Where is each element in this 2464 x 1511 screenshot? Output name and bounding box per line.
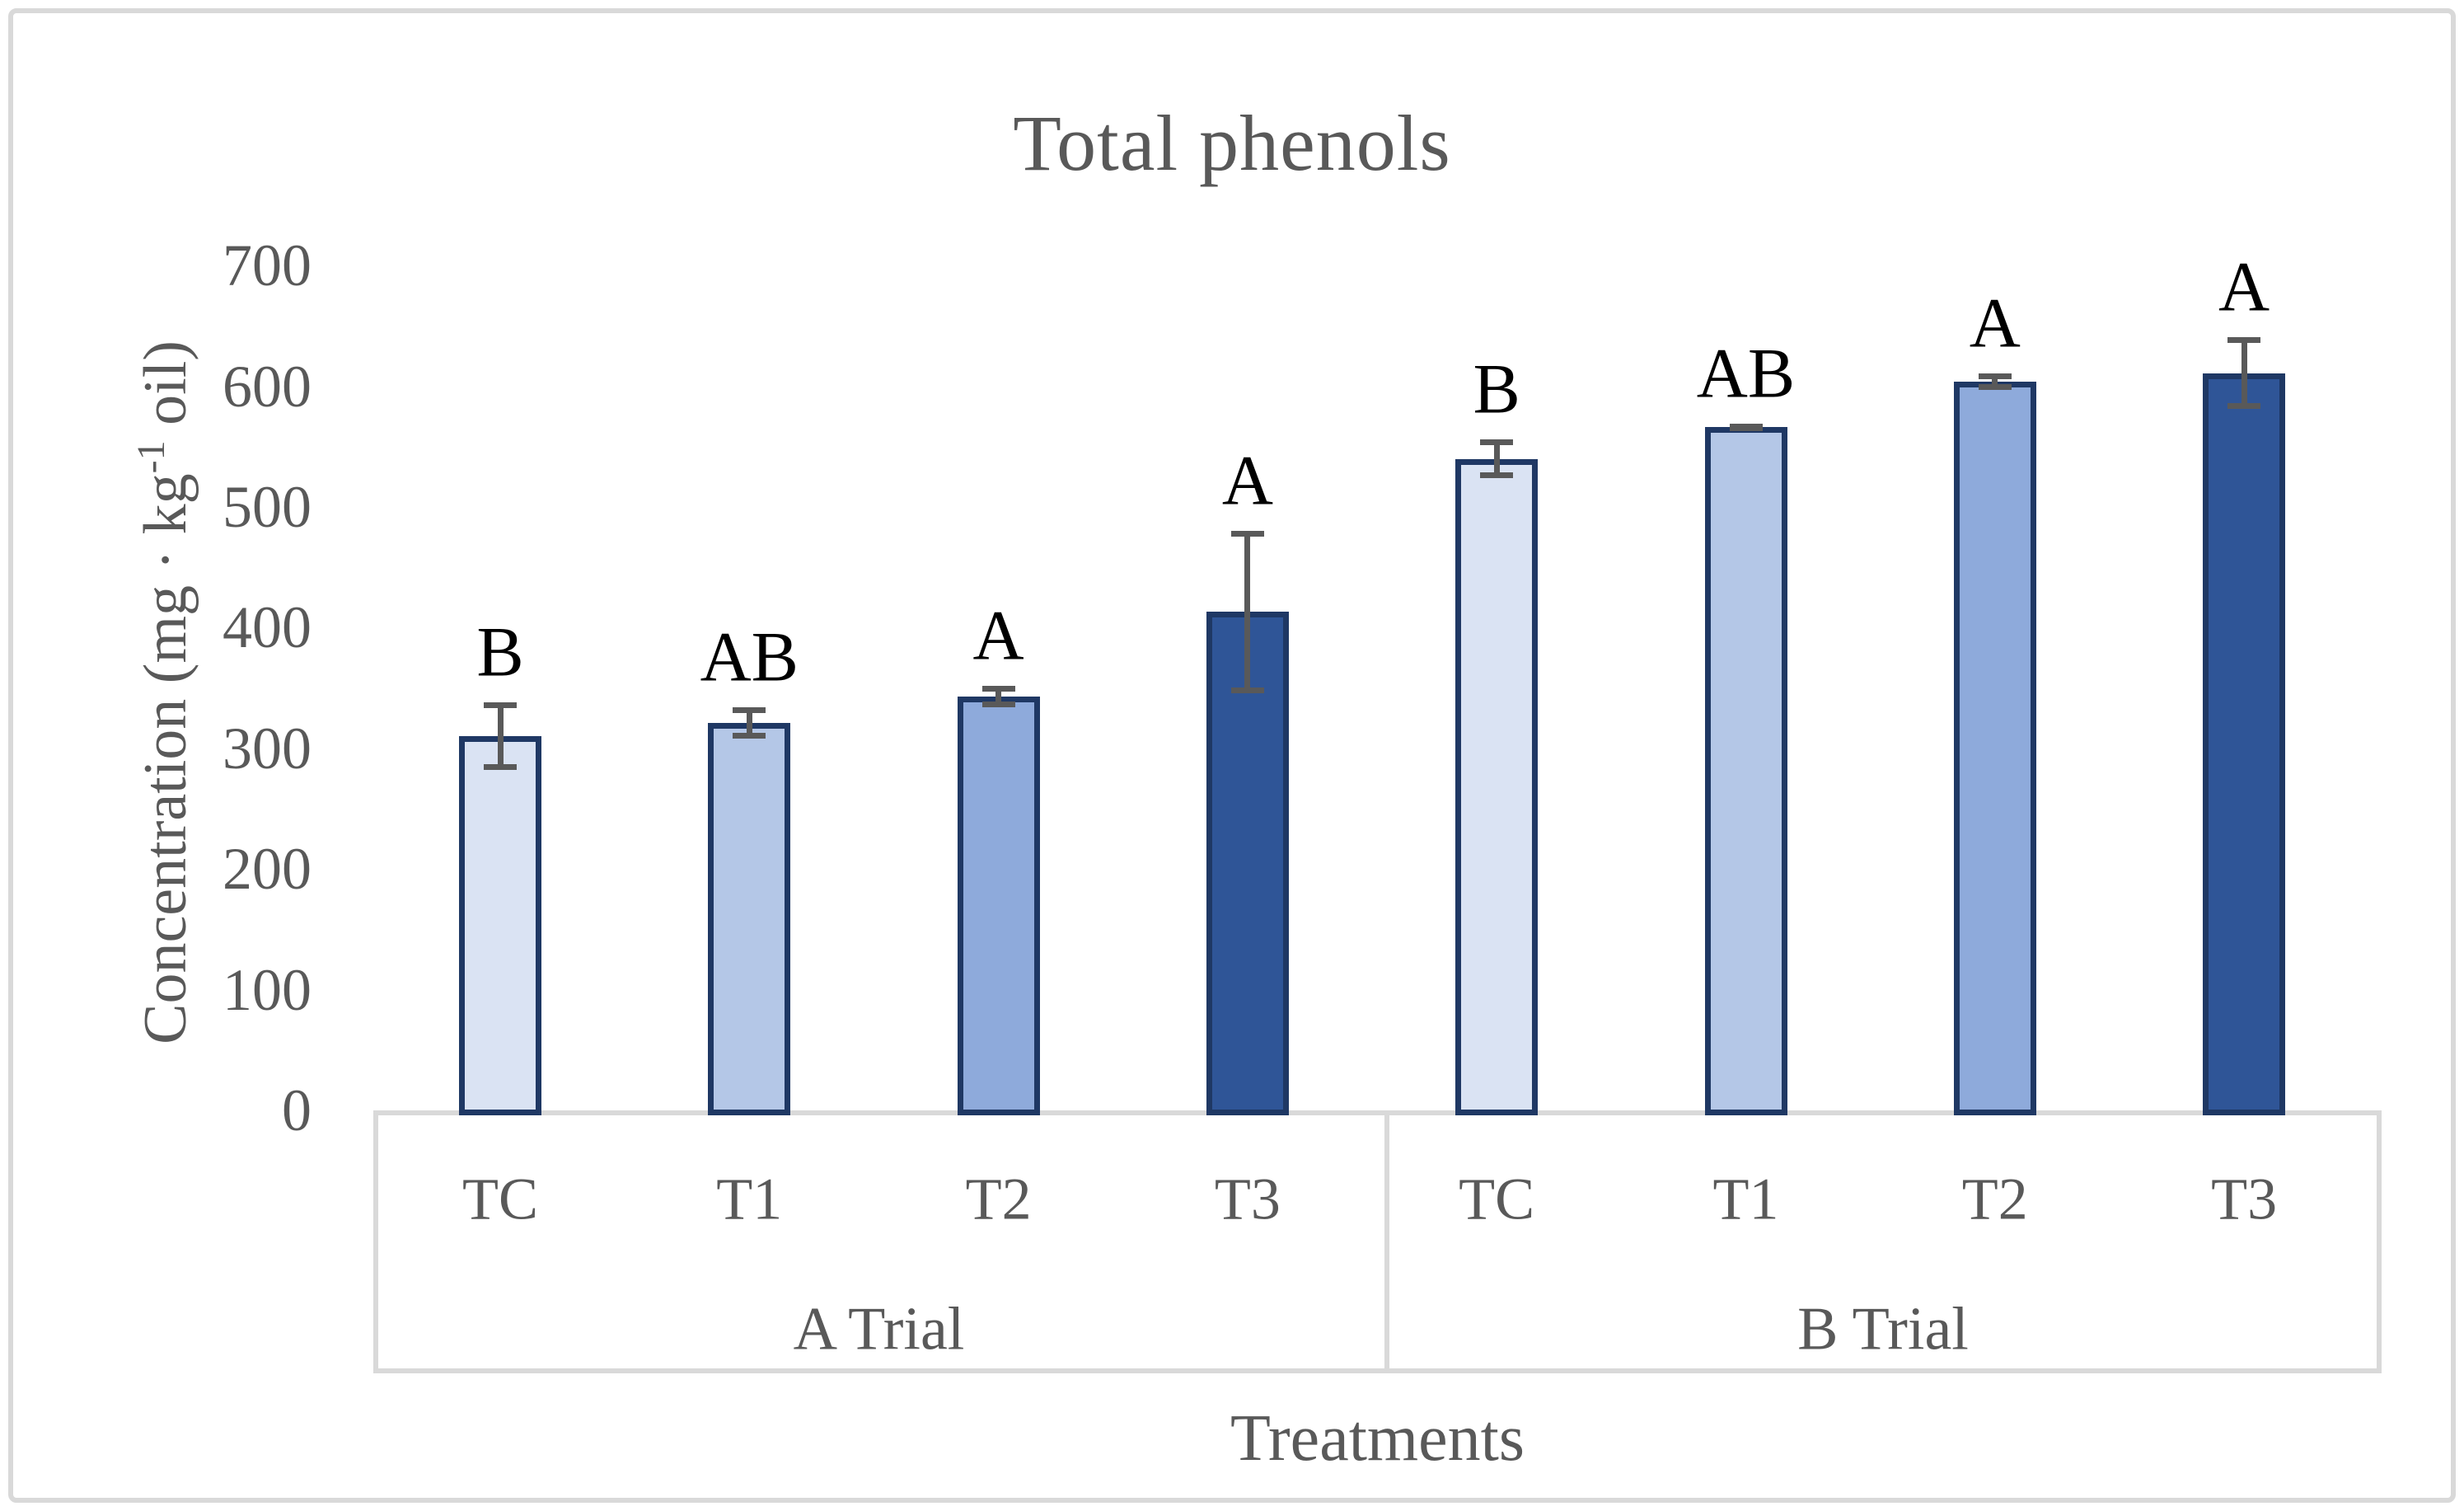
error-bar-stem	[1992, 373, 1998, 391]
category-label: TC	[461, 1166, 539, 1232]
significance-letter: AB	[1696, 333, 1796, 413]
significance-letter: B	[476, 612, 524, 692]
y-tick-label: 400	[223, 594, 312, 661]
y-tick-label: 500	[223, 474, 312, 541]
error-bar-stem	[1493, 439, 1500, 478]
error-bar-stem	[995, 685, 1002, 708]
error-bar-bottom-cap	[1480, 472, 1514, 478]
significance-letter: A	[1969, 282, 2021, 362]
bar-a-tc	[459, 736, 541, 1115]
error-bar-top-cap	[484, 702, 517, 709]
chart-title: Total phenols	[1013, 99, 1451, 187]
bar-b-t1	[1704, 427, 1787, 1115]
x-axis-title: Treatments	[1230, 1402, 1525, 1475]
error-bar-top-cap	[2227, 336, 2261, 343]
category-table-right-line	[2377, 1110, 2382, 1373]
bar-b-tc	[1455, 458, 1539, 1115]
axis-baseline	[373, 1110, 2382, 1115]
category-label: T1	[716, 1166, 783, 1232]
error-bar-top-cap	[1480, 439, 1514, 446]
error-bar-bottom-cap	[1230, 687, 1264, 693]
error-bar-bottom-cap	[733, 733, 766, 739]
trial-divider-line	[1384, 1110, 1389, 1373]
error-bar-bottom-cap	[1978, 384, 2012, 391]
y-axis-title: Concentration (mg · kg-1 oil)	[129, 340, 201, 1044]
significance-letter: A	[1221, 440, 1273, 520]
error-bar-bottom-cap	[484, 764, 517, 771]
bar-a-t1	[708, 723, 791, 1115]
category-label: T2	[1961, 1166, 2028, 1232]
y-tick-label: 700	[223, 232, 312, 299]
y-tick-label: 600	[223, 353, 312, 420]
category-label: T1	[1712, 1166, 1779, 1232]
category-table-bottom-line	[373, 1368, 2382, 1373]
bar-b-t3	[2203, 373, 2286, 1115]
significance-letter: A	[972, 595, 1024, 675]
error-bar-top-cap	[1230, 531, 1264, 537]
category-label: T2	[965, 1166, 1032, 1232]
error-bar-top-cap	[1978, 373, 2012, 379]
category-label: T3	[2211, 1166, 2278, 1232]
error-bar-bottom-cap	[981, 702, 1015, 708]
bar-a-t2	[957, 696, 1040, 1115]
category-label: T3	[1214, 1166, 1281, 1232]
group-label-b: B Trial	[1797, 1295, 1969, 1363]
significance-letter: B	[1473, 349, 1520, 429]
y-tick-label: 100	[223, 956, 312, 1023]
y-tick-label: 300	[223, 715, 312, 781]
y-tick-label: 200	[223, 836, 312, 903]
y-axis-title-superscript: -1	[129, 440, 174, 474]
bar-b-t2	[1953, 381, 2036, 1115]
error-bar-top-cap	[981, 685, 1015, 692]
significance-letter: AB	[700, 617, 799, 697]
category-table-left-line	[373, 1110, 378, 1373]
error-bar-bottom-cap	[1729, 425, 1763, 431]
error-bar-stem	[746, 707, 752, 739]
category-label: TC	[1459, 1166, 1535, 1232]
error-bar-stem	[497, 702, 504, 771]
significance-letter: A	[2218, 246, 2270, 326]
group-label-a: A Trial	[793, 1295, 965, 1363]
error-bar-stem	[1244, 531, 1251, 693]
y-tick-label: 0	[282, 1077, 312, 1144]
error-bar-bottom-cap	[2227, 403, 2261, 410]
error-bar-top-cap	[733, 707, 766, 714]
error-bar-stem	[2241, 336, 2247, 410]
